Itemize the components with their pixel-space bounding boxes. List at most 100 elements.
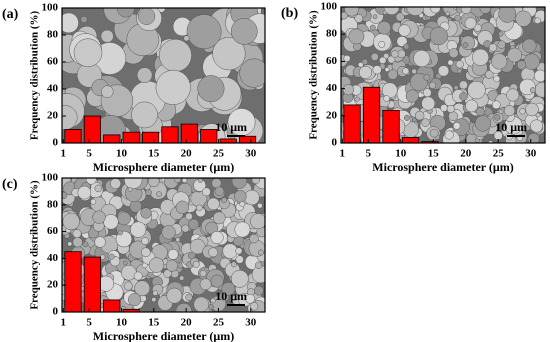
x-tick-label: 1 [340, 148, 346, 160]
bar [401, 137, 420, 144]
microsphere [250, 213, 265, 230]
microsphere [535, 112, 541, 118]
x-tick-label: 1 [61, 148, 67, 160]
y-axis-label: Frequency distribution (%) [29, 180, 41, 310]
microsphere [212, 36, 246, 71]
y-tick-label: 60 [326, 55, 338, 67]
microsphere [174, 178, 182, 183]
microsphere [344, 7, 360, 17]
microsphere [342, 84, 355, 96]
bar [343, 104, 361, 144]
scale-bar-label: 10 μm [215, 120, 247, 134]
microsphere [158, 39, 192, 72]
microsphere [179, 275, 185, 281]
microsphere [403, 43, 410, 50]
microsphere [221, 197, 228, 204]
microsphere [403, 114, 411, 121]
x-axis-label: Microsphere diameter (μm) [372, 160, 513, 174]
microsphere [503, 105, 516, 117]
microsphere [77, 185, 92, 200]
microsphere [251, 178, 260, 185]
microsphere [249, 302, 259, 311]
microsphere [152, 290, 158, 296]
x-tick-label: 5 [86, 148, 92, 160]
microsphere [348, 28, 365, 45]
microsphere [377, 20, 392, 35]
microsphere [186, 14, 222, 50]
microsphere [493, 114, 501, 121]
bar [238, 135, 257, 144]
microsphere [414, 110, 425, 121]
microsphere [221, 281, 236, 296]
microsphere [185, 293, 193, 301]
microsphere [214, 186, 225, 197]
bar [122, 131, 140, 144]
microsphere [94, 236, 106, 248]
microsphere [429, 128, 439, 138]
microsphere [354, 96, 360, 102]
microsphere [110, 178, 122, 190]
panel-label: (b) [281, 6, 298, 21]
microsphere [534, 17, 541, 24]
bar [103, 299, 121, 313]
microsphere [210, 231, 224, 245]
microsphere [387, 69, 398, 80]
microsphere [493, 75, 501, 83]
microsphere [429, 26, 448, 46]
microsphere [92, 210, 106, 224]
microsphere [455, 60, 464, 69]
microsphere [231, 178, 248, 189]
x-tick-label: 10 [395, 148, 407, 160]
microsphere [100, 29, 114, 43]
microsphere [62, 212, 80, 231]
x-tick-label: 30 [525, 148, 537, 160]
y-tick-label: 100 [42, 2, 59, 14]
microsphere [80, 15, 88, 23]
microsphere [491, 100, 501, 110]
microsphere [155, 69, 191, 105]
microsphere [507, 47, 523, 63]
x-tick-label: 5 [366, 148, 372, 160]
microsphere [230, 269, 249, 288]
microsphere [67, 241, 73, 247]
microsphere [464, 17, 477, 30]
microsphere [198, 178, 203, 183]
microsphere [156, 191, 162, 198]
bar [362, 86, 381, 144]
bar [141, 131, 160, 144]
microsphere [358, 65, 373, 80]
microsphere [131, 101, 158, 129]
microsphere [484, 70, 494, 79]
microsphere [445, 11, 450, 16]
plot-frame [61, 7, 266, 144]
microsphere [193, 296, 210, 312]
y-tick-label: 80 [326, 28, 338, 40]
microsphere [239, 201, 245, 207]
microsphere [397, 49, 406, 59]
microsphere [498, 7, 517, 23]
microsphere [379, 56, 387, 65]
x-tick-label: 10 [116, 148, 128, 160]
microsphere [141, 247, 151, 258]
microsphere [202, 187, 211, 197]
microsphere [122, 260, 128, 266]
sem-image [62, 178, 265, 312]
microsphere [402, 67, 410, 75]
microsphere [117, 230, 123, 236]
microsphere [90, 198, 97, 205]
microsphere [123, 281, 133, 291]
microsphere [212, 211, 226, 225]
microsphere [471, 48, 489, 66]
bar [64, 129, 82, 144]
bar [103, 134, 121, 144]
microsphere [406, 7, 425, 16]
microsphere [94, 184, 103, 193]
microsphere [101, 85, 114, 98]
microsphere [197, 75, 225, 103]
microsphere [460, 35, 476, 51]
microsphere [166, 287, 183, 304]
microsphere [230, 18, 258, 45]
y-tick-label: 60 [47, 225, 59, 237]
microsphere [161, 225, 176, 240]
bar [382, 109, 400, 144]
